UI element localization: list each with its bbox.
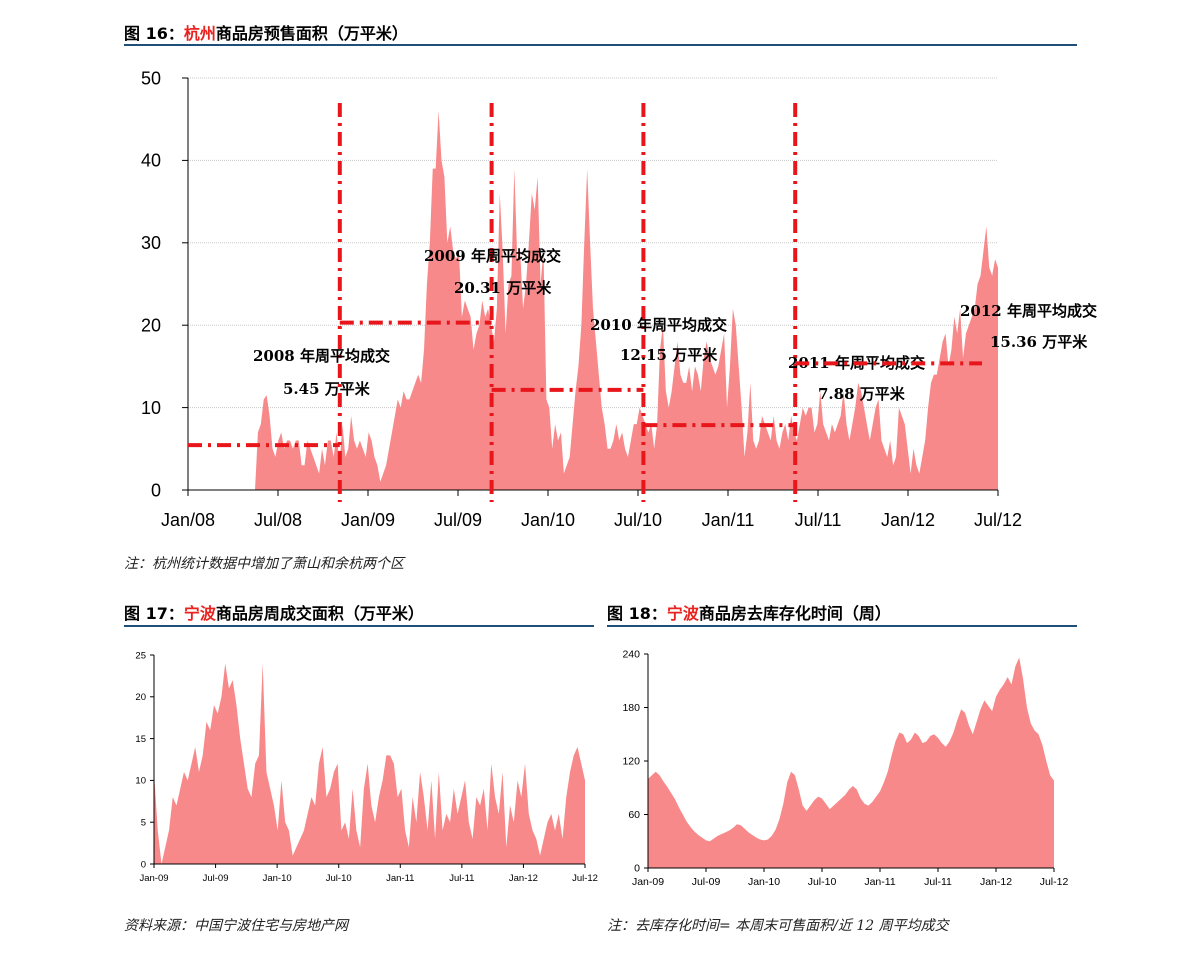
annotation-year-label: 2010 年周平均成交 [590, 316, 727, 334]
annotation-value-label: 15.36 万平米 [990, 333, 1088, 351]
x-tick-label: Jan-09 [139, 873, 168, 884]
annotation-value-label: 12.15 万平米 [620, 346, 718, 364]
y-tick-label: 40 [141, 151, 161, 171]
x-tick-label: Jul-09 [203, 873, 229, 884]
y-tick-label: 25 [135, 650, 146, 661]
fig16-title-rest: 商品房预售面积（万平米） [215, 24, 408, 43]
x-tick-label: Jan-12 [980, 876, 1012, 888]
fig18-title-rest: 商品房去库存化时间（周） [698, 604, 891, 623]
annotation-value-label: 5.45 万平米 [283, 380, 371, 398]
fig16-title: 图 16：杭州商品房预售面积（万平米） [124, 20, 408, 44]
fig18-prefix: 图 18： [607, 604, 667, 623]
annotation-year-label: 2009 年周平均成交 [424, 247, 561, 265]
fig18-city: 宁波 [666, 604, 699, 623]
annotation-value-label: 7.88 万平米 [818, 385, 906, 403]
x-tick-label: Jan/12 [881, 510, 935, 530]
x-tick-label: Jan-09 [632, 876, 664, 888]
x-tick-label: Jan/09 [341, 510, 395, 530]
area-series [188, 110, 998, 491]
fig17-city: 宁波 [183, 604, 216, 623]
annotation-year-label: 2012 年周平均成交 [960, 302, 1097, 320]
y-tick-label: 30 [141, 233, 161, 253]
x-tick-label: Jul-12 [1040, 876, 1069, 888]
x-tick-label: Jul/09 [434, 510, 482, 530]
x-tick-label: Jan/08 [161, 510, 215, 530]
fig18-note: 注：去库存化时间= 本周末可售面积/近 12 周平均成交 [607, 918, 949, 934]
x-tick-label: Jul/10 [614, 510, 662, 530]
y-tick-label: 0 [141, 859, 146, 870]
x-tick-label: Jul-12 [572, 873, 598, 884]
annotation-value-label: 20.31 万平米 [454, 279, 552, 297]
y-tick-label: 10 [135, 776, 146, 787]
x-tick-label: Jan-11 [864, 876, 895, 888]
chart17-plot: 0 5 10 15 20 25 Jan-09 Jul-09 Jan-10 Jul-10 Jan-11… [135, 650, 598, 884]
fig17-rule [124, 625, 594, 627]
fig16-note: 注：杭州统计数据中增加了萧山和余杭两个区 [124, 556, 404, 572]
y-tick-label: 60 [628, 809, 640, 821]
fig16-rule [124, 44, 1077, 46]
chart18-plot: 0 60 120 180 240 Jan-09 Jul-09 Jan-10 Jul-10 Jan-… [622, 649, 1069, 888]
x-tick-label: Jan/11 [702, 510, 755, 530]
x-tick-label: Jul-10 [326, 873, 352, 884]
y-tick-label: 10 [141, 398, 161, 418]
y-tick-label: 180 [622, 702, 640, 714]
area-series [648, 657, 1054, 868]
chart16-plot: 0 10 20 30 40 50 Jan/08 Jul/08 Jan/09 Jul/09 Jan/1… [141, 68, 1097, 530]
fig17-note: 资料来源：中国宁波住宅与房地产网 [124, 918, 348, 934]
fig17-title-rest: 商品房周成交面积（万平米） [215, 604, 424, 623]
y-tick-label: 20 [135, 692, 146, 703]
x-tick-label: Jan-12 [509, 873, 538, 884]
x-tick-label: Jul-11 [449, 873, 474, 884]
fig18-rule [607, 625, 1077, 627]
x-tick-label: Jul-10 [808, 876, 837, 888]
annotation-year-label: 2008 年周平均成交 [253, 347, 390, 365]
y-tick-label: 15 [135, 734, 146, 745]
y-tick-label: 5 [141, 818, 146, 829]
area-series [154, 663, 585, 864]
fig18-title: 图 18：宁波商品房去库存化时间（周） [607, 600, 891, 624]
y-tick-label: 0 [634, 863, 640, 875]
x-tick-label: Jul/08 [254, 510, 302, 530]
x-tick-label: Jul-11 [924, 876, 952, 888]
x-tick-label: Jul/12 [974, 510, 1022, 530]
y-tick-label: 20 [141, 316, 161, 336]
fig17-title: 图 17：宁波商品房周成交面积（万平米） [124, 600, 424, 624]
fig16-city: 杭州 [183, 24, 216, 43]
y-tick-label: 120 [622, 756, 640, 768]
x-tick-label: Jan/10 [521, 510, 575, 530]
y-tick-label: 0 [151, 480, 161, 500]
x-tick-label: Jul/11 [795, 510, 842, 530]
x-tick-label: Jul-09 [692, 876, 721, 888]
fig17-prefix: 图 17： [124, 604, 184, 623]
x-tick-label: Jan-10 [263, 873, 292, 884]
fig16-prefix: 图 16： [124, 24, 184, 43]
y-tick-label: 50 [141, 68, 161, 88]
x-tick-label: Jan-11 [386, 873, 414, 884]
y-tick-label: 240 [622, 649, 640, 661]
x-tick-label: Jan-10 [748, 876, 780, 888]
